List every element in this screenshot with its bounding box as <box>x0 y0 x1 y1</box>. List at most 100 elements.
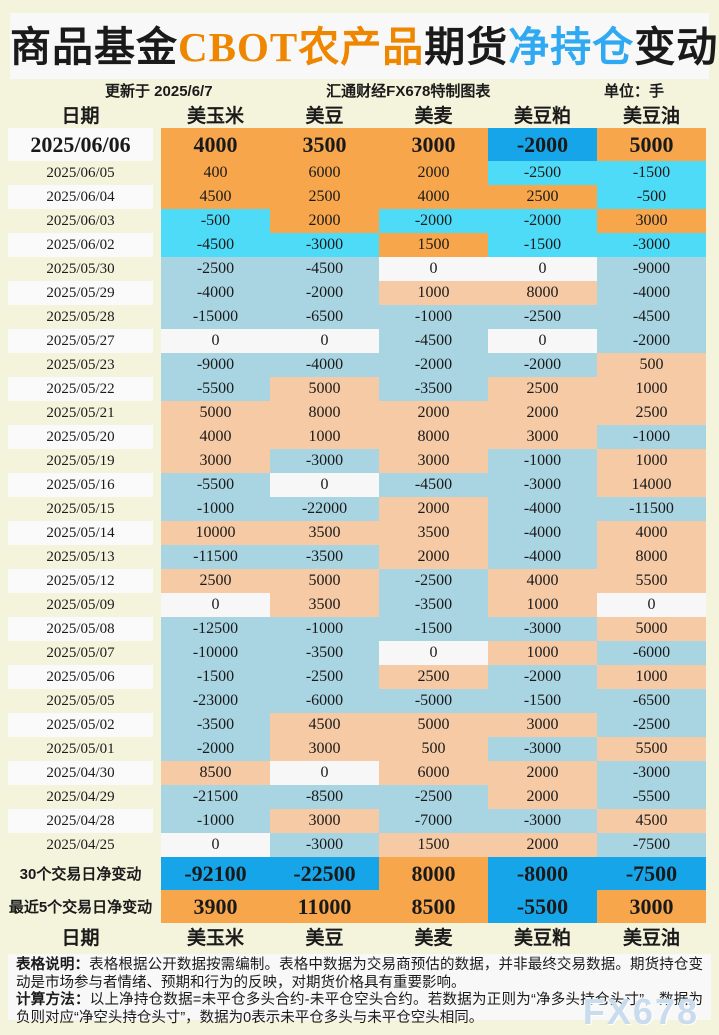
summary-value-cell: 3000 <box>597 890 706 923</box>
value-cell: -4500 <box>379 329 488 353</box>
summary-label: 30个交易日净变动 <box>19 866 142 883</box>
date-cell: 2025/04/30 <box>8 761 153 785</box>
value-cell: -6000 <box>597 641 706 665</box>
column-header: 美麦 <box>414 106 453 127</box>
column-gap <box>153 641 161 665</box>
column-gap <box>153 617 161 641</box>
column-gap <box>153 665 161 689</box>
note-method: 计算方法：以上净持仓数据=未平仓多头合约-未平仓空头合约。若数据为正则为“净多头… <box>16 992 703 1027</box>
value-cell: 1000 <box>488 593 597 617</box>
note-method-text: 以上净持仓数据=未平仓多头合约-未平仓空头合约。若数据为正则为“净多头持仓头寸”… <box>16 992 703 1026</box>
value-cell: 3000 <box>379 128 488 161</box>
summary-row: 最近5个交易日净变动 3900 11000 8500 -5500 3000 <box>8 890 706 923</box>
summary-value-cell: 8500 <box>379 890 488 923</box>
value-cell: -3500 <box>270 641 379 665</box>
table-row: 2025/05/05 -23000 -6000 -5000 -1500 -6500 <box>8 689 706 713</box>
value-cell: 3000 <box>597 209 706 233</box>
table-row: 2025/05/14 10000 3500 3500 -4000 4000 <box>8 521 706 545</box>
value-cell: -4500 <box>597 305 706 329</box>
value-cell: 8000 <box>597 545 706 569</box>
table-row: 2025/05/07 -10000 -3500 0 1000 -6000 <box>8 641 706 665</box>
value-cell: -4500 <box>161 233 270 257</box>
table-row: 2025/05/22 -5500 5000 -3500 2500 1000 <box>8 377 706 401</box>
column-gap <box>153 257 161 281</box>
value-cell: 1000 <box>597 449 706 473</box>
date-cell: 2025/05/16 <box>8 473 153 497</box>
date-cell: 2025/06/05 <box>46 164 115 181</box>
column-header: 美豆 <box>305 106 344 127</box>
value-cell: 4500 <box>161 185 270 209</box>
value-cell: 8000 <box>488 281 597 305</box>
column-header: 美豆粕 <box>513 106 571 127</box>
column-gap <box>153 209 161 233</box>
value-cell: -4500 <box>379 473 488 497</box>
value-cell: -11500 <box>597 497 706 521</box>
value-cell: -1000 <box>379 305 488 329</box>
date-cell: 2025/05/30 <box>46 260 115 277</box>
unit-label: 单位：手 <box>603 82 664 100</box>
value-cell: 5000 <box>270 377 379 401</box>
table-notes: 表格说明：表格根据公开数据按需编制。表格中数据为交易商预估的数据，并非最终交易数… <box>8 954 711 1029</box>
value-cell: 0 <box>488 329 597 353</box>
table-row: 2025/06/04 4500 2500 4000 2500 -500 <box>8 185 706 209</box>
summary-value-cell: 11000 <box>270 890 379 923</box>
title-segment: 商品基金 <box>10 24 178 70</box>
value-cell: 2500 <box>379 665 488 689</box>
table-row: 2025/04/29 -21500 -8500 -2500 2000 -5500 <box>8 785 706 809</box>
table-row: 2025/05/01 -2000 3000 500 -3000 5500 <box>8 737 706 761</box>
value-cell: 0 <box>270 473 379 497</box>
date-cell: 2025/05/20 <box>8 425 153 449</box>
date-cell: 2025/05/19 <box>46 452 115 469</box>
value-cell: 8000 <box>270 401 379 425</box>
summary-value-cell: -7500 <box>597 857 706 890</box>
value-cell: 2000 <box>488 761 597 785</box>
meta-row: 更新于 2025/6/7 汇通财经FX678特制图表 单位：手 <box>0 79 719 101</box>
date-cell: 2025/05/05 <box>46 692 115 709</box>
value-cell: -2000 <box>379 353 488 377</box>
date-cell: 2025/05/13 <box>46 548 115 565</box>
value-cell: -4000 <box>488 521 597 545</box>
column-gap <box>153 353 161 377</box>
date-cell: 2025/05/29 <box>8 281 153 305</box>
table-row: 2025/06/06 4000 3500 3000 -2000 5000 <box>8 128 706 161</box>
value-cell: -5500 <box>161 377 270 401</box>
value-cell: 500 <box>379 737 488 761</box>
value-cell: 0 <box>488 257 597 281</box>
value-cell: 0 <box>379 257 488 281</box>
value-cell: -3000 <box>270 449 379 473</box>
value-cell: -1500 <box>488 233 597 257</box>
title-segment: CBOT农产品 <box>178 24 425 70</box>
value-cell: -2000 <box>488 353 597 377</box>
value-cell: 5500 <box>597 737 706 761</box>
column-header: 日期 <box>61 106 100 127</box>
value-cell: 14000 <box>597 473 706 497</box>
value-cell: 1000 <box>597 665 706 689</box>
column-header: 美玉米 <box>186 928 244 949</box>
value-cell: -4000 <box>488 545 597 569</box>
value-cell: 3000 <box>270 737 379 761</box>
value-cell: -8500 <box>270 785 379 809</box>
value-cell: 3000 <box>270 809 379 833</box>
date-cell: 2025/05/27 <box>8 329 153 353</box>
summary-value-cell: 8000 <box>379 857 488 890</box>
column-gap <box>153 329 161 353</box>
table-row: 2025/05/29 -4000 -2000 1000 8000 -4000 <box>8 281 706 305</box>
value-cell: 4000 <box>597 521 706 545</box>
value-cell: 1500 <box>379 233 488 257</box>
note-method-label: 计算方法： <box>16 992 90 1008</box>
value-cell: -7500 <box>597 833 706 857</box>
column-gap <box>153 425 161 449</box>
column-gap <box>153 689 161 713</box>
title-segment: 净持仓 <box>508 24 635 70</box>
title-segment: 期货 <box>424 24 509 70</box>
column-gap <box>153 761 161 785</box>
value-cell: -12500 <box>161 617 270 641</box>
value-cell: 2000 <box>488 401 597 425</box>
value-cell: -10000 <box>161 641 270 665</box>
value-cell: -6500 <box>270 305 379 329</box>
column-gap <box>153 923 161 950</box>
value-cell: 2500 <box>161 569 270 593</box>
value-cell: 0 <box>379 641 488 665</box>
value-cell: -3000 <box>488 473 597 497</box>
value-cell: -1500 <box>161 665 270 689</box>
